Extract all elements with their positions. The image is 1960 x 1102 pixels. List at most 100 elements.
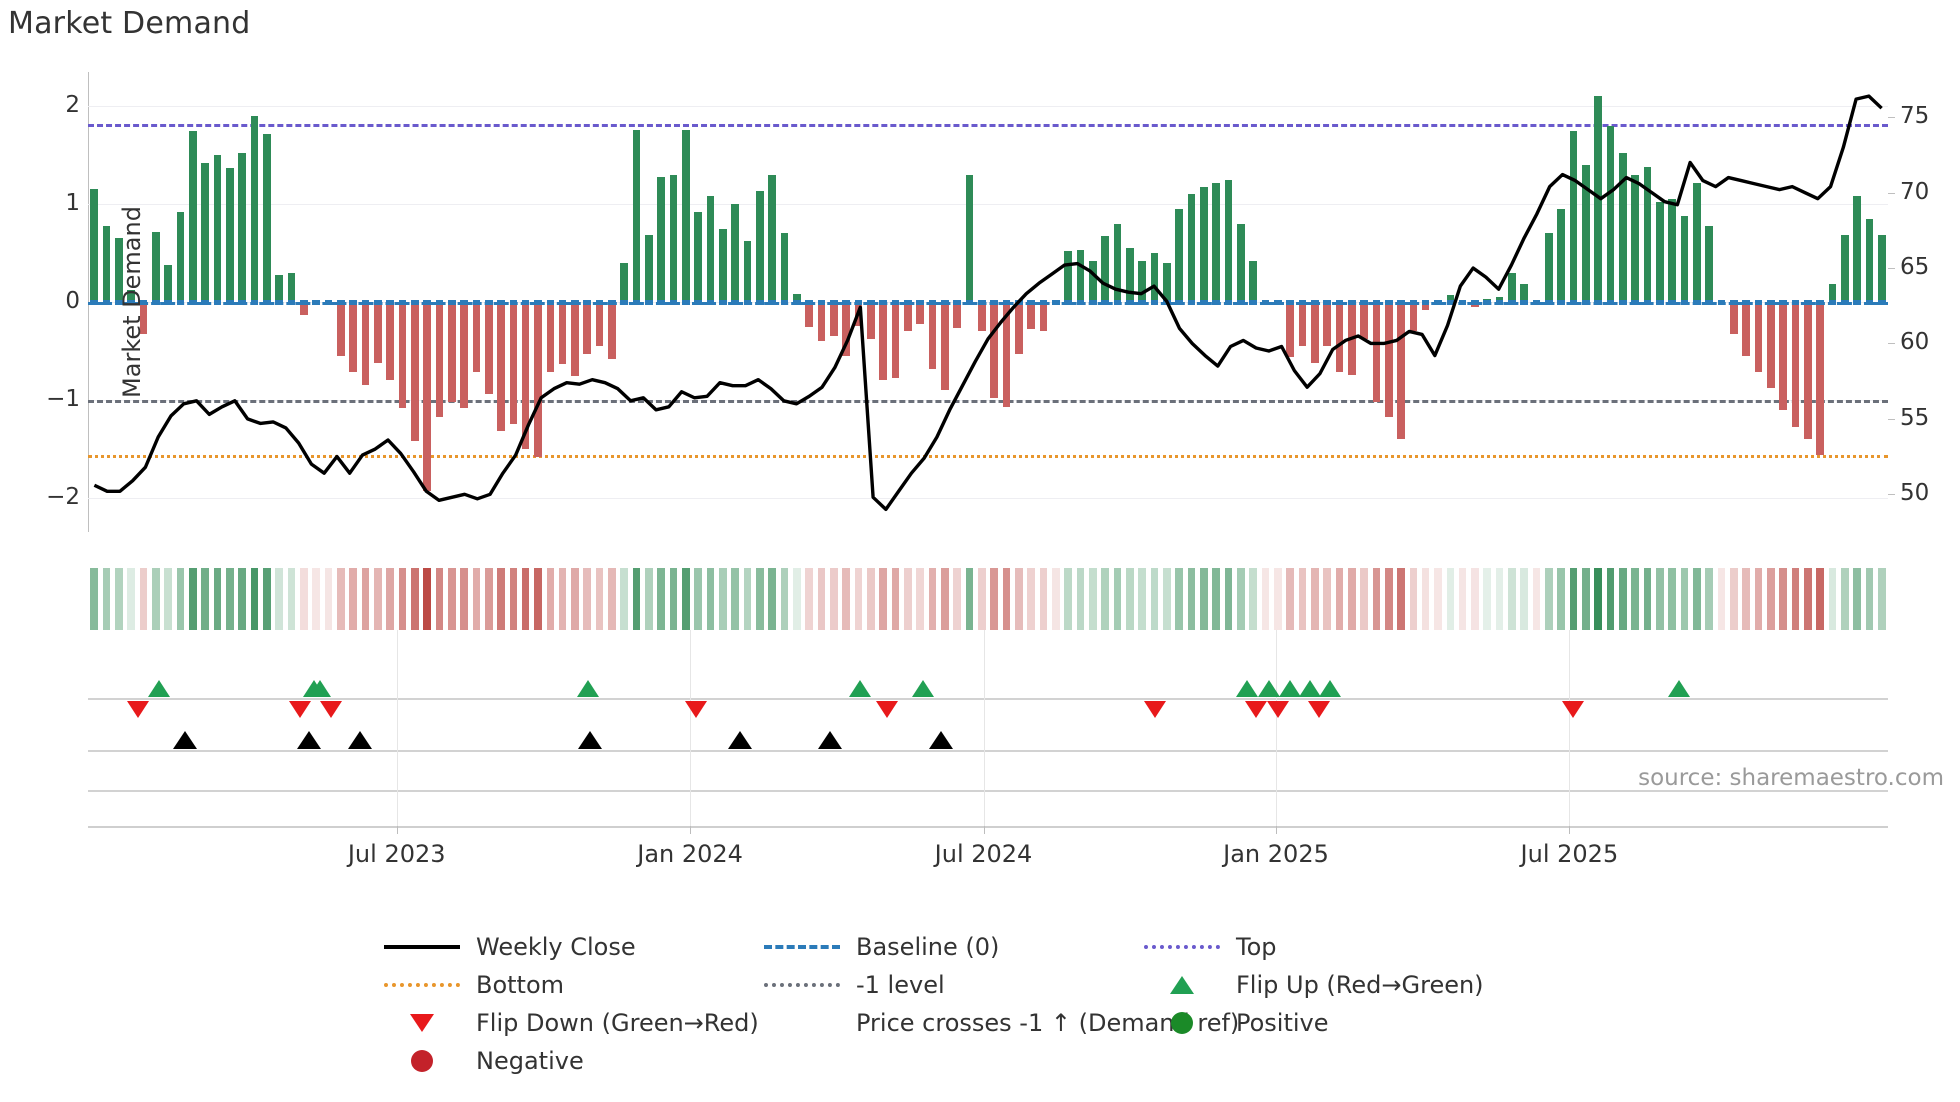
heatmap-cell <box>1113 568 1122 630</box>
dotted-line-purple-icon <box>1140 935 1224 959</box>
demand-bar <box>225 167 234 302</box>
baseline-segment <box>373 299 382 305</box>
heatmap-cell <box>1088 568 1097 630</box>
legend-item-flip-up[interactable]: Flip Up (Red→Green) <box>1140 966 1484 1004</box>
baseline-segment <box>1236 299 1245 305</box>
x-gridline <box>690 630 692 830</box>
dotted-line-gray-icon <box>760 973 844 997</box>
heatmap-cell <box>188 568 197 630</box>
right-tick-mark <box>1888 343 1895 345</box>
heatmap-cell <box>521 568 530 630</box>
heatmap-cell <box>1495 568 1504 630</box>
baseline-segment <box>1865 299 1874 305</box>
legend-item-minus-one-level[interactable]: -1 level <box>760 966 945 1004</box>
baseline-segment <box>1175 299 1183 305</box>
heatmap-cell <box>768 568 777 630</box>
heatmap-cell <box>891 568 900 630</box>
legend-item-flip-down[interactable]: Flip Down (Green→Red) <box>380 1004 759 1042</box>
heatmap-cell <box>262 568 271 630</box>
heatmap-cell <box>373 568 382 630</box>
heatmap-cell <box>1101 568 1109 630</box>
heatmap-cell <box>1804 568 1812 630</box>
baseline-segment <box>965 299 974 305</box>
demand-bar <box>904 302 912 332</box>
flip-down-marker-icon <box>1266 701 1289 718</box>
demand-bar <box>460 302 468 408</box>
gridline <box>88 497 1888 499</box>
heatmap-cell <box>558 568 567 630</box>
heatmap-cell <box>1483 568 1492 630</box>
left-tick-label: 0 <box>65 288 80 314</box>
dashed-line-blue-icon <box>760 935 844 959</box>
baseline-segment <box>225 299 234 305</box>
demand-bar <box>1175 209 1183 302</box>
demand-bar <box>1360 302 1368 340</box>
x-tick-mark <box>1276 826 1277 834</box>
heatmap-cell <box>1384 568 1393 630</box>
demand-bar <box>1742 302 1751 356</box>
demand-bar <box>139 302 148 335</box>
page-title: Market Demand <box>8 6 251 41</box>
heatmap-cell <box>447 568 456 630</box>
heatmap-cell <box>1508 568 1516 630</box>
heatmap-cell <box>1643 568 1652 630</box>
demand-bar <box>164 264 172 302</box>
baseline-segment <box>1446 299 1455 305</box>
baseline-segment <box>213 299 222 305</box>
heatmap-cell <box>115 568 123 630</box>
baseline-segment <box>558 299 567 305</box>
demand-bar <box>1767 302 1775 389</box>
baseline-segment <box>928 299 937 305</box>
heatmap-cell <box>965 568 974 630</box>
legend-item-positive[interactable]: Positive <box>1140 1004 1329 1042</box>
demand-bar <box>250 116 259 302</box>
baseline-segment <box>1791 299 1800 305</box>
baseline-segment <box>1471 299 1479 305</box>
heatmap-cell <box>1002 568 1011 630</box>
price-cross-marker-icon <box>727 731 752 749</box>
baseline-segment <box>595 299 604 305</box>
baseline-segment <box>509 299 518 305</box>
baseline-segment <box>1557 299 1566 305</box>
legend-label: Top <box>1236 933 1277 961</box>
baseline-segment <box>484 299 493 305</box>
flip-down-marker-icon <box>1562 701 1584 718</box>
demand-bar <box>768 174 777 302</box>
demand-bar <box>928 302 937 369</box>
flip-up-marker-icon <box>1319 680 1341 697</box>
demand-bar <box>867 302 875 340</box>
baseline-segment <box>472 299 481 305</box>
legend-item-bottom[interactable]: Bottom <box>380 966 564 1004</box>
heatmap-cell <box>1471 568 1479 630</box>
source-note: source: sharemaestro.com <box>1638 765 1944 791</box>
legend-item-weekly-close[interactable]: Weekly Close <box>380 928 636 966</box>
left-axis-label: Market Demand <box>117 206 146 398</box>
heatmap-cell <box>1261 568 1270 630</box>
gridline <box>88 204 1888 206</box>
baseline-segment <box>521 299 530 305</box>
price-cross-marker-icon <box>817 731 842 749</box>
demand-bar <box>398 302 407 408</box>
heatmap-cell <box>706 568 715 630</box>
legend-label: Positive <box>1236 1009 1329 1037</box>
x-gridline <box>1569 630 1571 830</box>
flip-up-marker-icon <box>148 680 171 697</box>
legend-item-baseline[interactable]: Baseline (0) <box>760 928 999 966</box>
flip-up-marker-icon <box>576 680 599 697</box>
heatmap-cell <box>793 568 801 630</box>
heatmap-cell <box>694 568 703 630</box>
baseline-segment <box>1347 299 1356 305</box>
demand-bar <box>879 302 888 381</box>
legend-item-negative[interactable]: Negative <box>380 1042 584 1080</box>
baseline-segment <box>694 299 703 305</box>
baseline-segment <box>1064 299 1072 305</box>
baseline-segment <box>1199 299 1208 305</box>
heatmap-cell <box>1249 568 1257 630</box>
baseline-segment <box>410 299 419 305</box>
legend-item-top[interactable]: Top <box>1140 928 1277 966</box>
heatmap-cell <box>1730 568 1738 630</box>
flip-down-marker-icon <box>1308 701 1331 718</box>
heatmap-cell <box>928 568 937 630</box>
demand-bar <box>361 302 370 386</box>
